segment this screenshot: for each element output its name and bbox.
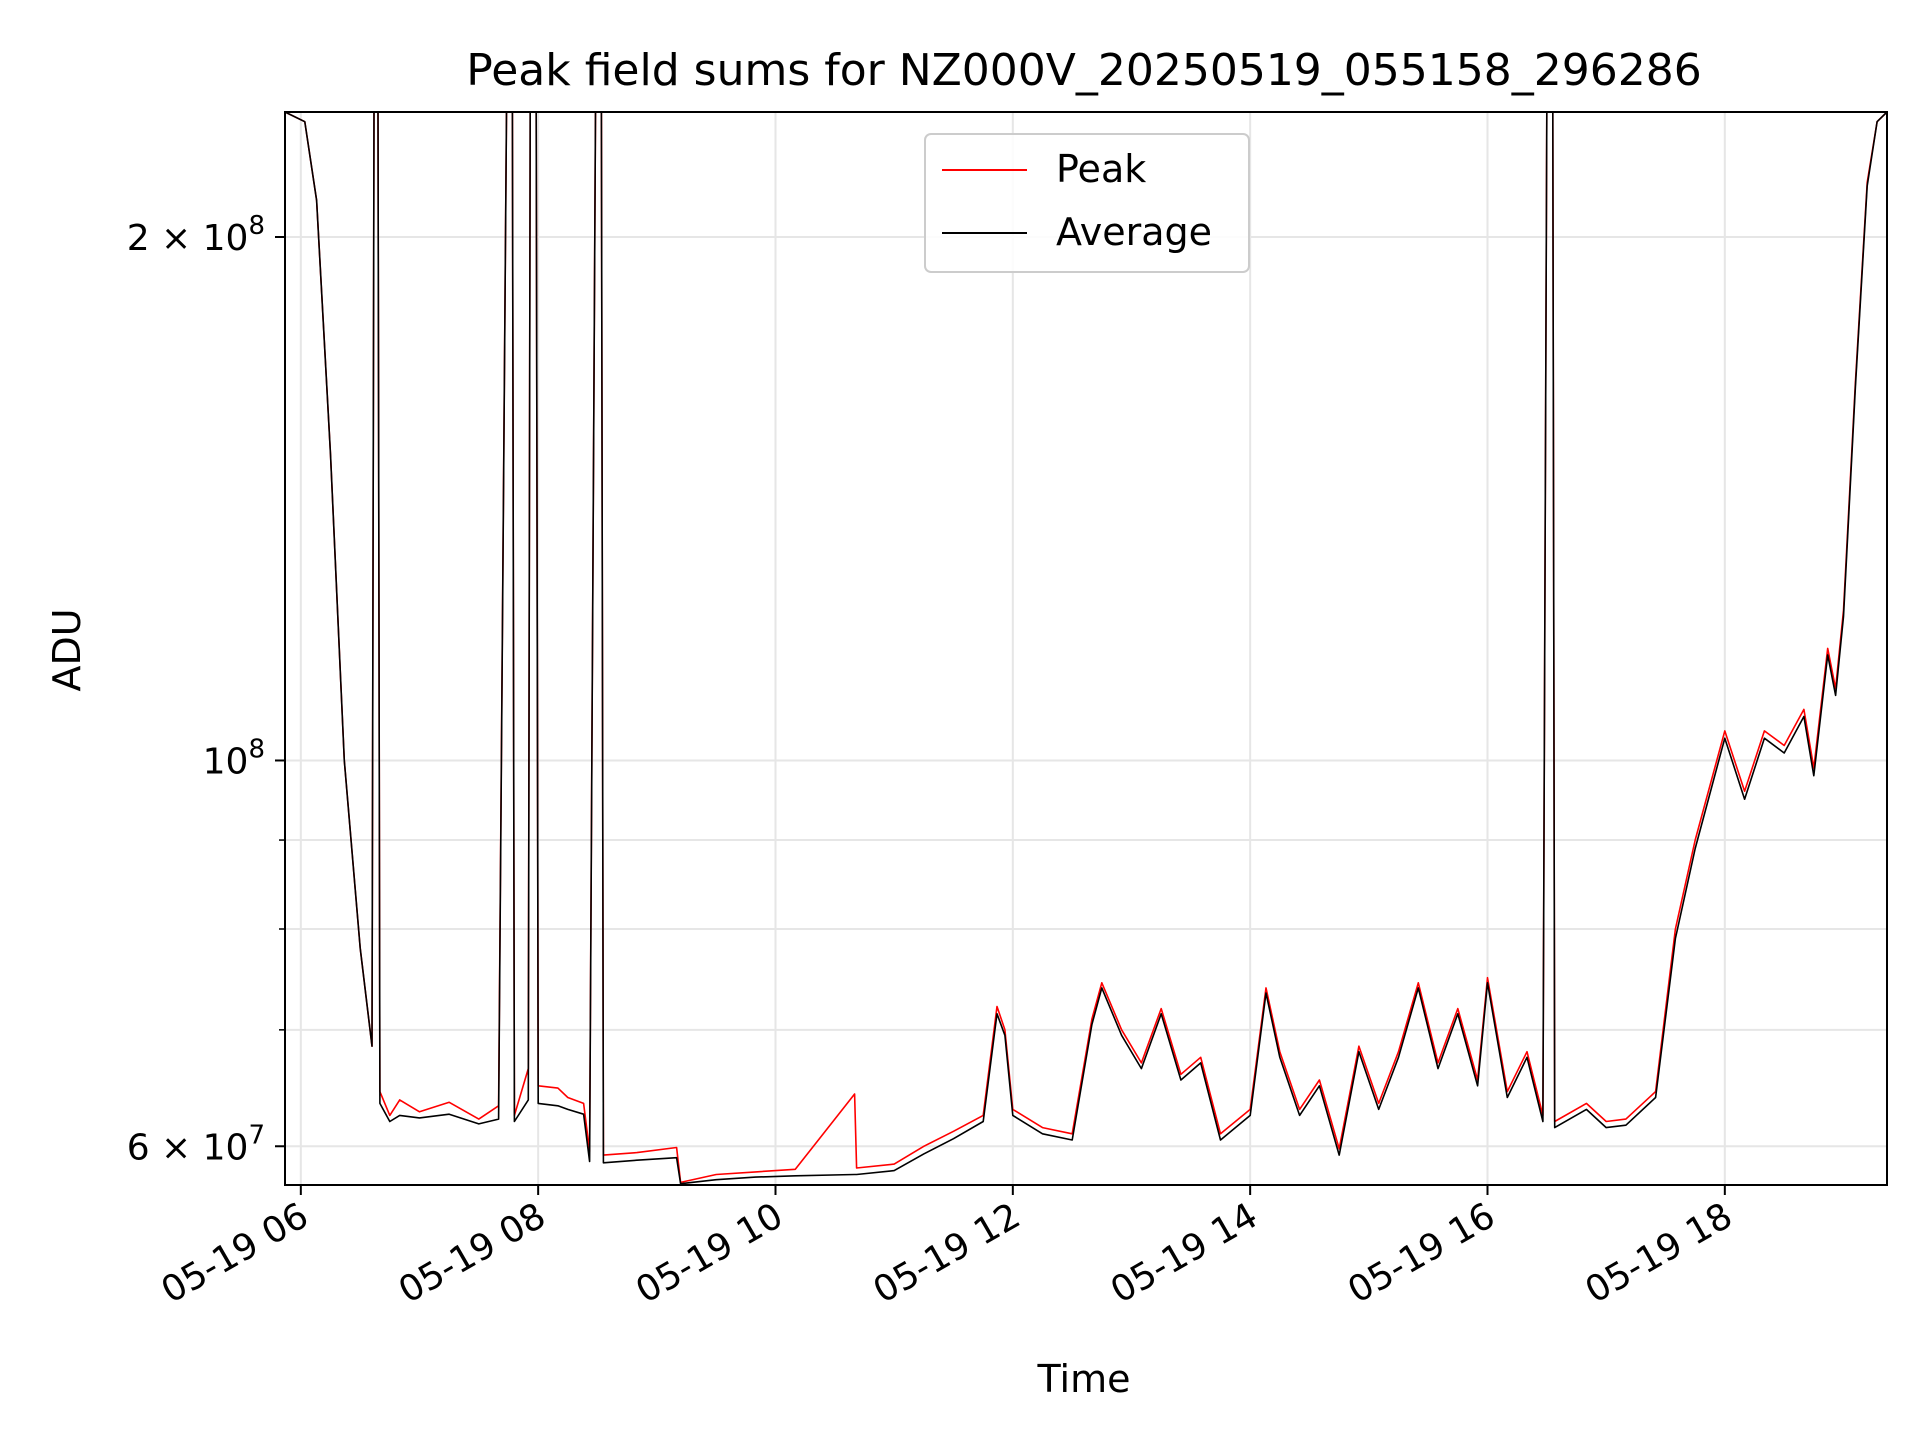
series-line-average: [284, 111, 1888, 1185]
y-axis-label: ADU: [45, 608, 89, 691]
legend-box: [924, 133, 1250, 273]
y-axis: 6 × 107 108 2 × 108: [127, 211, 285, 1168]
x-axis-label: Time: [1037, 1357, 1131, 1401]
legend: Peak Average: [924, 133, 1250, 273]
series-layer: [284, 111, 1888, 1185]
chart-title: Peak field sums for NZ000V_20250519_0551…: [466, 45, 1701, 96]
y-tick-label: 6 × 107: [127, 1120, 265, 1168]
legend-label-peak: Peak: [1056, 147, 1146, 191]
plot-frame: [284, 111, 1888, 1186]
legend-label-average: Average: [1056, 210, 1212, 254]
y-tick-label: 2 × 108: [127, 211, 265, 259]
y-tick-label: 108: [203, 734, 265, 782]
